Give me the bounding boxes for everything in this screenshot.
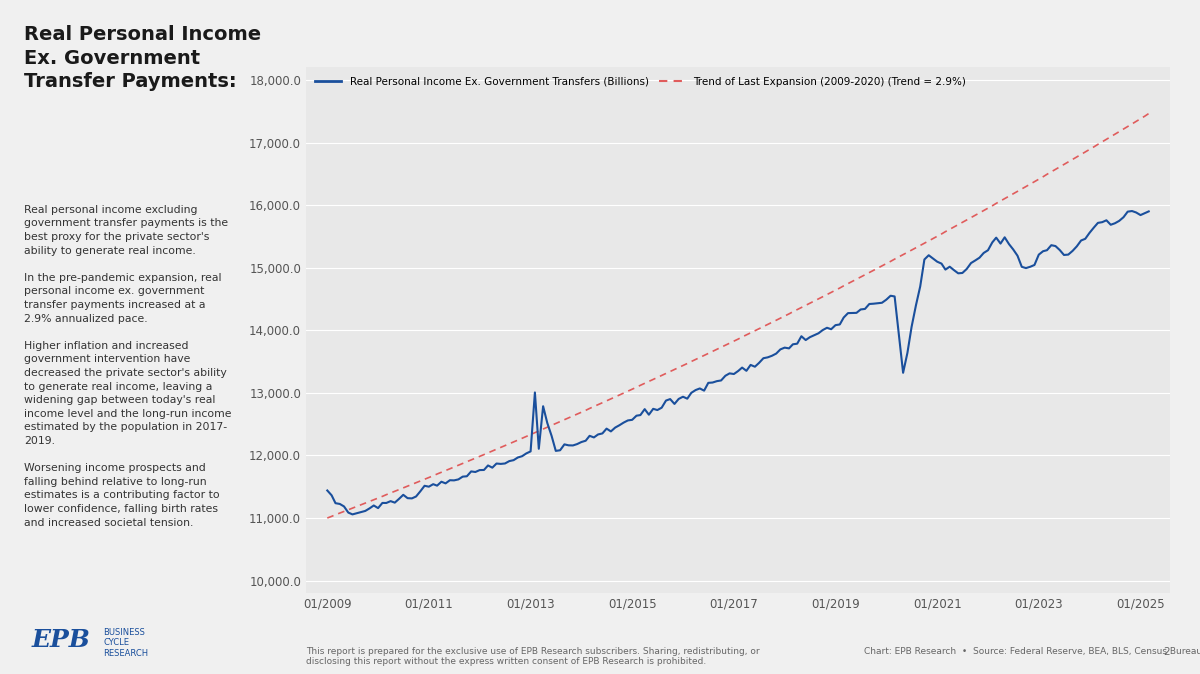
Text: Real personal income excluding
government transfer payments is the
best proxy fo: Real personal income excluding governmen… (24, 205, 232, 528)
Text: EPB: EPB (31, 628, 90, 652)
Text: 2: 2 (1163, 647, 1170, 657)
Text: BUSINESS: BUSINESS (103, 627, 145, 637)
Text: Chart: EPB Research  •  Source: Federal Reserve, BEA, BLS, Census Bureau: Chart: EPB Research • Source: Federal Re… (864, 647, 1200, 656)
Text: This report is prepared for the exclusive use of EPB Research subscribers. Shari: This report is prepared for the exclusiv… (306, 647, 760, 667)
Text: CYCLE: CYCLE (103, 638, 130, 648)
Legend: Real Personal Income Ex. Government Transfers (Billions), Trend of Last Expansio: Real Personal Income Ex. Government Tran… (311, 73, 971, 91)
Text: RESEARCH: RESEARCH (103, 649, 149, 658)
Text: Real Personal Income
Ex. Government
Transfer Payments:: Real Personal Income Ex. Government Tran… (24, 25, 262, 91)
